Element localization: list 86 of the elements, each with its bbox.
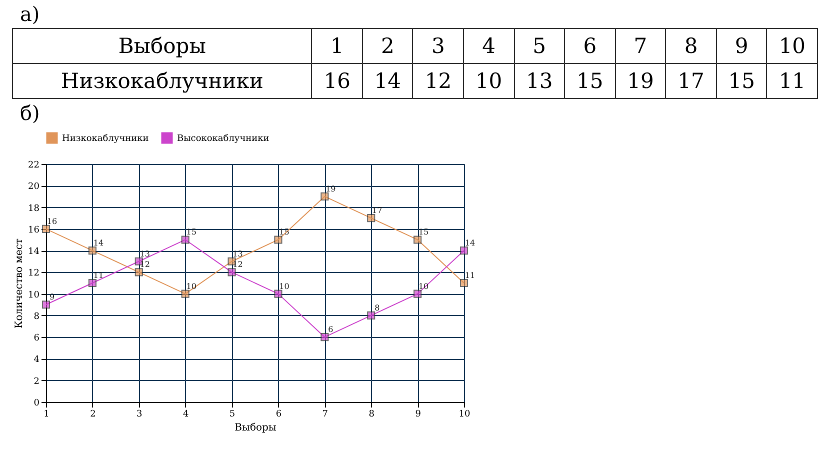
y-tick-label: 4 [34,355,40,366]
x-tick-label: 9 [415,410,422,420]
x-tick-label: 9 [716,28,767,64]
data-label: 14 [362,64,413,98]
x-axis-title: Выборы [234,422,276,434]
x-tick-label: 2 [362,28,413,64]
y-tick-label: 22 [28,160,40,170]
data-label: 11 [766,64,818,98]
data-label: 13 [140,249,150,258]
x-tick-label: 3 [412,28,464,64]
data-label: 13 [232,249,243,258]
data-label: 15 [564,64,616,98]
data-label: 8 [374,303,380,312]
y-tick-label: 0 [34,398,40,408]
y-tick-label: 10 [28,290,40,300]
point [320,333,329,342]
point [88,278,96,288]
y-tick-label: Низкокаблучники [12,64,312,98]
data-label: 16 [46,216,58,226]
x-tick-label: 4 [464,28,514,64]
x-tick-label: 7 [322,410,328,420]
data-label: 15 [418,228,429,237]
x-tick-label: 1 [44,410,50,420]
data-label: 15 [716,64,767,98]
chart-title: б) [20,100,41,127]
point [320,192,329,200]
text: а) [20,1,41,28]
y-axis-title: Количество мест [14,238,26,329]
data-label: 19 [326,184,336,194]
y-tick-label: 2 [34,376,40,387]
y-tick-label: 14 [28,247,40,258]
x-axis-title: Выборы [12,28,312,64]
x-tick-label: 5 [514,28,565,64]
x-tick-label: 7 [615,28,666,64]
x-tick-label: 5 [229,410,236,420]
x-tick-label: 1 [312,28,362,64]
point [88,246,96,255]
point [134,268,143,276]
data-label: 19 [615,64,666,98]
legend-label: Низкокаблучники [62,134,149,144]
point [274,236,282,244]
data-label: 10 [279,282,290,291]
data-label: 14 [93,238,104,248]
point [181,290,190,298]
x-tick-label: 10 [766,28,818,64]
data-label: 11 [93,271,104,280]
point [414,290,422,298]
point [460,246,468,255]
data-label: 12 [232,260,243,270]
point [367,311,376,320]
point [228,268,236,276]
x-tick-label: 4 [182,410,189,420]
y-tick-label: 16 [28,225,40,236]
y-tick-label: 12 [28,268,40,279]
data-label: 15 [186,228,196,237]
data-label: 13 [514,64,565,98]
y-tick-label: 20 [28,182,40,192]
point [414,236,422,244]
point [460,278,468,288]
point [181,236,190,244]
x-tick-label: 6 [276,410,282,420]
data-label: 10 [186,282,196,291]
data-label: 11 [464,271,476,280]
data-label: 10 [464,64,514,98]
legend-label: Высококаблучники [177,134,270,144]
y-tick-label: 18 [28,204,40,214]
y-tick-label: 8 [34,312,40,322]
data-label: 9 [49,292,55,302]
x-tick-label: 10 [458,410,470,420]
x-tick-label: 8 [368,410,375,420]
y-tick-label: 6 [34,334,40,344]
data-label: 14 [464,238,476,248]
x-tick-label: 6 [564,28,616,64]
data-label: 17 [666,64,716,98]
point [367,214,376,222]
data-label: 17 [372,206,382,216]
data-label: 12 [140,260,150,270]
data-label: 16 [312,64,362,98]
x-tick-label: 8 [666,28,716,64]
point [274,290,282,298]
x-tick-label: 2 [90,410,96,420]
data-label: 12 [412,64,464,98]
point [42,224,50,233]
point [42,300,50,309]
data-label: 6 [328,325,334,334]
x-tick-label: 3 [136,410,143,420]
